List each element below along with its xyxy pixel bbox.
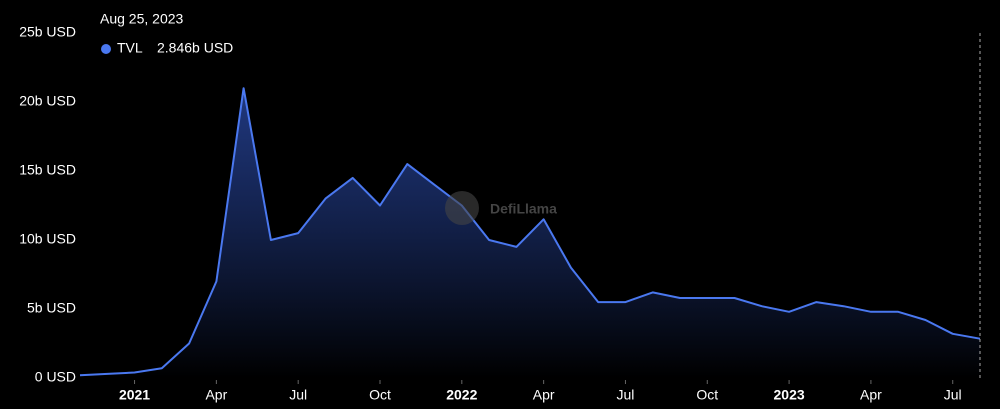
tooltip-label: TVL <box>117 40 143 56</box>
x-tick-label: Oct <box>696 387 718 403</box>
tvl-line <box>79 87 981 377</box>
y-tick-label: 25b USD <box>19 24 76 40</box>
x-tick-label: Oct <box>369 387 391 403</box>
y-tick-label: 20b USD <box>19 93 76 109</box>
legend-dot <box>101 44 111 54</box>
x-tick-label: 2022 <box>446 387 477 403</box>
x-tick-label: Apr <box>860 387 882 403</box>
x-tick-label: Jul <box>289 387 307 403</box>
area-fill <box>80 88 980 378</box>
watermark: DefiLlama <box>490 201 557 217</box>
y-tick-label: 5b USD <box>27 300 76 316</box>
x-tick-label: Jul <box>617 387 635 403</box>
tooltip-date: Aug 25, 2023 <box>100 11 184 27</box>
x-tick-label: Apr <box>205 387 227 403</box>
watermark-logo <box>445 191 479 225</box>
tooltip-value: 2.846b USD <box>157 40 233 56</box>
x-tick-label: 2023 <box>774 387 805 403</box>
x-tick-label: Apr <box>533 387 555 403</box>
y-tick-label: 10b USD <box>19 231 76 247</box>
x-tick-label: Jul <box>944 387 962 403</box>
y-tick-label: 0 USD <box>35 369 76 385</box>
y-tick-label: 15b USD <box>19 162 76 178</box>
x-tick-label: 2021 <box>119 387 150 403</box>
